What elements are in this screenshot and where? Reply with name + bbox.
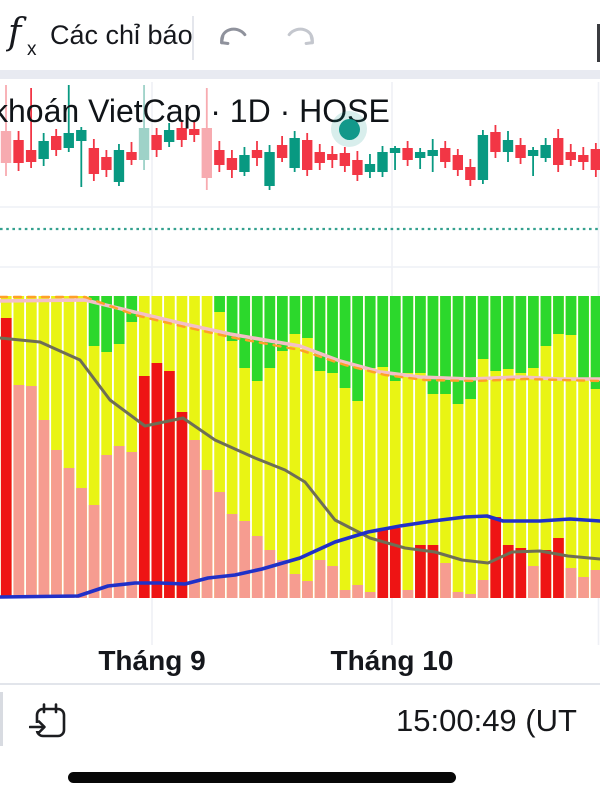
- fx-indicator-icon: f x: [6, 12, 37, 58]
- session-clock[interactable]: 15:00:49 (UT: [396, 703, 577, 738]
- redo-arrow-icon: [287, 27, 314, 45]
- indicator-lines: [0, 295, 600, 599]
- x-axis-label-month-10: Tháng 10: [330, 645, 454, 676]
- indicators-button[interactable]: f x Các chỉ báo: [6, 8, 193, 62]
- axis-footer-divider: [0, 683, 600, 685]
- redo-button[interactable]: [278, 16, 322, 58]
- calendar-arrow-icon: [28, 703, 66, 738]
- undo-button[interactable]: [212, 16, 256, 58]
- panel-divider: [0, 70, 600, 79]
- goto-date-button[interactable]: [28, 701, 70, 743]
- chart-canvas[interactable]: khoán VietCap · 1D · HOSE Tháng 9 Tháng …: [0, 79, 600, 683]
- candlestick-series: [0, 85, 600, 190]
- svg-text:x: x: [27, 39, 37, 58]
- svg-text:f: f: [6, 12, 27, 53]
- indicator-bars: [0, 296, 600, 598]
- footer-bar: 15:00:49 (UT: [0, 685, 600, 800]
- symbol-title[interactable]: khoán VietCap · 1D · HOSE: [0, 93, 390, 129]
- toolbar-divider: [192, 16, 194, 60]
- x-axis-label-month-9: Tháng 9: [98, 645, 206, 676]
- undo-arrow-icon: [220, 27, 247, 45]
- toolbar-right-edge-divider: [597, 24, 600, 62]
- home-indicator: [68, 772, 456, 783]
- footer-left-edge-divider: [0, 692, 3, 746]
- toolbar: f x Các chỉ báo: [0, 0, 600, 70]
- indicators-button-label: Các chỉ báo: [50, 19, 193, 50]
- chart-plot: [0, 82, 600, 645]
